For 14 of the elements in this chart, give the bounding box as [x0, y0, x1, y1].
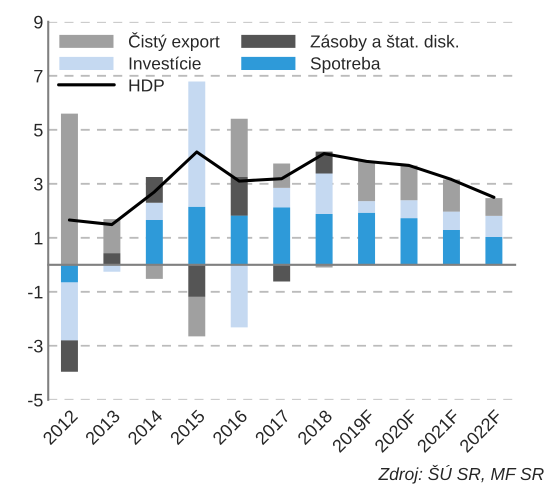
legend-label: Spotreba — [310, 56, 380, 74]
legend-label: Čistý export — [128, 32, 220, 52]
legend-label: HDP — [130, 79, 164, 92]
y-tick-label: 3 — [34, 178, 43, 191]
y-tick-label: -1 — [28, 286, 42, 298]
text: Zdroj: ŠÚ SR, MF SR — [378, 464, 544, 484]
legend-label: Investície — [130, 56, 201, 70]
y-tick-label: 1 — [34, 232, 42, 244]
y-tick-label: 9 — [34, 16, 43, 29]
legend-label: Zásoby a štat. disk. — [310, 34, 458, 52]
y-tick-label: -3 — [28, 340, 43, 353]
y-tick-label: 5 — [34, 124, 43, 137]
y-tick-label: -5 — [28, 394, 43, 406]
y-tick-label: 7 — [34, 70, 42, 82]
